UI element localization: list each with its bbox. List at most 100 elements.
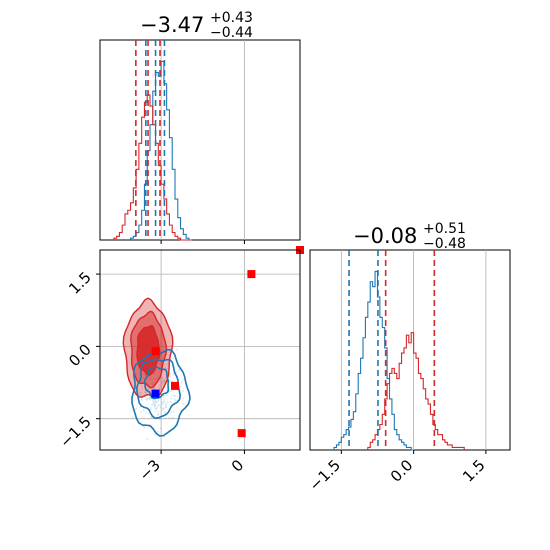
param2-histogram-frame [309, 249, 511, 451]
x-tick-label: 0 [228, 456, 247, 475]
scatter-point [158, 384, 161, 386]
scatter-point [166, 363, 169, 366]
param1-histogram-panel: −3.47 +0.43 −0.44 [99, 10, 301, 244]
scatter-point [141, 385, 143, 388]
scatter-point [162, 396, 165, 399]
scatter-point [165, 402, 168, 405]
scatter-point [175, 370, 178, 373]
scatter-point [142, 409, 145, 412]
param1-title-value: −3.47 [140, 13, 204, 37]
marker-square [171, 381, 179, 390]
y-tick-label: −1.5 [56, 413, 94, 451]
scatter-point [162, 381, 165, 384]
scatter-point [147, 388, 150, 391]
scatter-point [165, 405, 168, 408]
blue-contour-inner [144, 366, 170, 400]
joint-contour-panel: −3 0 −1.5 0.0 1.5 [56, 246, 304, 484]
x-tick-label: −1.5 [306, 456, 344, 494]
joint-contour-levels [122, 297, 191, 437]
scatter-point [164, 404, 167, 406]
scatter-point [159, 381, 161, 383]
scatter-point [146, 397, 149, 400]
scatter-point [158, 387, 161, 390]
histogram-blue [333, 270, 414, 451]
scatter-point [141, 398, 144, 400]
joint-x-axis: −3 0 [136, 450, 247, 484]
marker-square [237, 429, 246, 438]
scatter-point [157, 399, 160, 402]
scatter-point [161, 403, 164, 406]
scatter-point [133, 394, 136, 397]
scatter-point [140, 388, 143, 391]
scatter-point [170, 401, 172, 403]
scatter-point [163, 379, 165, 382]
scatter-point [153, 405, 156, 408]
scatter-point [160, 406, 162, 409]
scatter-point [150, 408, 152, 411]
scatter-point [182, 390, 184, 393]
marker-square [151, 389, 160, 398]
param2-title-upper: +0.51 [423, 221, 466, 237]
scatter-point [131, 416, 134, 418]
joint-contour-frame [99, 249, 301, 451]
param1-title-upper: +0.43 [210, 10, 253, 26]
scatter-point [162, 407, 165, 410]
param2-histogram-series [333, 270, 465, 451]
scatter-point [164, 417, 167, 420]
scatter-point [160, 380, 163, 383]
scatter-point [162, 407, 165, 410]
scatter-point [174, 399, 177, 402]
blue-contour-middle [136, 358, 181, 420]
scatter-point [162, 398, 165, 401]
scatter-point [153, 400, 156, 403]
scatter-point [170, 397, 173, 400]
joint-y-axis: −1.5 0.0 1.5 [56, 268, 100, 451]
scatter-point [146, 387, 149, 390]
x-tick-label: 0.0 [387, 456, 417, 486]
scatter-point [153, 403, 155, 406]
scatter-point [156, 406, 159, 409]
param2-histogram-panel: −1.5 0.0 1.5 −0.08 +0.51 −0.48 [306, 221, 511, 495]
scatter-point [169, 372, 172, 375]
scatter-point [162, 401, 165, 404]
param1-histogram-frame [99, 39, 301, 241]
scatter-point [178, 369, 180, 372]
scatter-point [149, 407, 152, 409]
scatter-point [165, 387, 168, 389]
scatter-point [143, 391, 146, 394]
scatter-point [146, 438, 149, 441]
scatter-point [159, 418, 161, 421]
scatter-point [138, 391, 141, 394]
scatter-point [144, 398, 147, 400]
scatter-point [166, 401, 169, 403]
scatter-point [154, 405, 156, 407]
scatter-point [168, 416, 171, 419]
scatter-point [173, 398, 176, 400]
scatter-point [140, 410, 142, 413]
scatter-point [165, 394, 168, 397]
scatter-point [155, 400, 157, 403]
scatter-point [139, 393, 142, 396]
scatter-point [144, 411, 147, 414]
marker-square [247, 270, 256, 279]
scatter-point [143, 426, 146, 429]
histogram-red [367, 332, 465, 450]
scatter-point [154, 403, 157, 406]
red-contour-inner [136, 324, 161, 377]
scatter-point [169, 375, 172, 378]
scatter-point [151, 404, 154, 406]
scatter-point [145, 398, 148, 401]
scatter-point [179, 385, 182, 388]
scatter-point [135, 408, 137, 410]
scatter-point [145, 391, 148, 394]
param2-title-lower: −0.48 [423, 236, 466, 252]
scatter-point [154, 407, 157, 410]
scatter-point [148, 397, 151, 400]
scatter-point [173, 394, 176, 397]
scatter-point [163, 390, 165, 393]
scatter-point [148, 397, 151, 399]
scatter-point [165, 367, 168, 370]
scatter-point [155, 408, 158, 411]
y-tick-label: 1.5 [65, 268, 95, 298]
scatter-point [140, 391, 143, 394]
